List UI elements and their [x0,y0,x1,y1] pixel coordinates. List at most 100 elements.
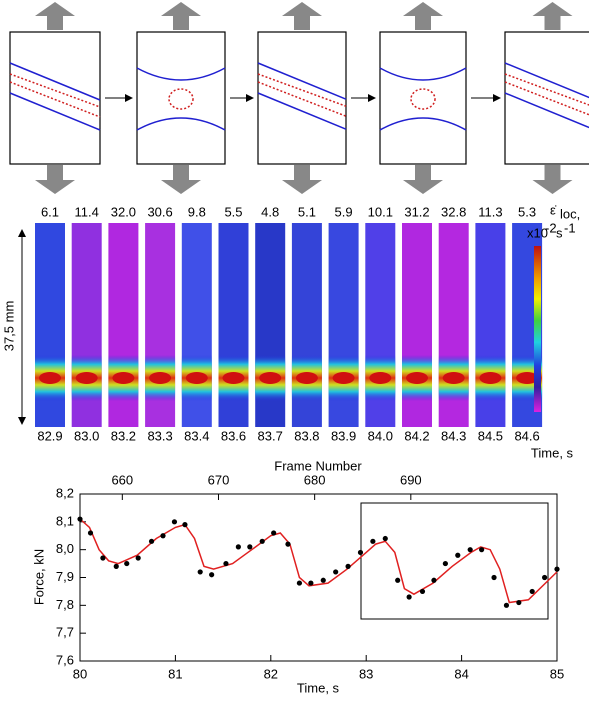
strip-core [442,372,465,384]
strip-core [149,372,172,384]
data-point [382,535,388,542]
data-point [235,544,241,550]
load-arrow [282,165,322,194]
strip-core [295,372,318,384]
data-point [259,538,265,544]
data-point [285,541,291,547]
time-label: 83.7 [258,428,283,443]
strip-core [112,372,135,384]
strip-core [332,372,355,384]
data-point [406,594,412,600]
data-point [529,588,535,595]
time-label: 83.2 [111,428,136,443]
x2-tick-label: 690 [400,472,422,487]
x2-label: Frame Number [274,458,362,473]
y-tick-label: 7,7 [56,625,74,640]
strip-core [222,372,245,384]
data-point [197,569,203,575]
data-point [467,547,473,553]
x2-tick-label: 660 [111,472,133,487]
colorbar-subscript: loc, [560,206,580,221]
band-edge [504,62,589,99]
y-tick-label: 8,2 [56,485,74,500]
neck-edge [379,117,467,131]
colorbar-unit: s [556,225,563,240]
strip-core [479,372,502,384]
x2-tick-label: 670 [208,472,230,487]
x-tick-label: 83 [359,666,373,681]
time-label: 84.0 [368,428,393,443]
x-tick-label: 80 [73,666,87,681]
colorbar-prefix: x10 [527,225,548,240]
data-point [442,560,448,567]
force-chart: Frame Number Time, s Force, kN 80 81 82 83 8… [31,458,564,695]
y-tick-label: 7,8 [56,597,74,612]
strain-rate-label: 31.2 [404,204,429,219]
data-point [271,530,277,536]
data-point [77,516,83,522]
strip-core [406,372,428,384]
data-point [247,544,253,550]
load-arrow [403,165,443,194]
data-point [113,563,119,569]
strip-time-label: Time, s [531,445,574,460]
highlight-box [360,502,549,620]
load-arrow [532,2,573,30]
data-point [357,549,364,556]
strip-core [39,372,61,384]
strip-core [185,372,208,384]
neck-edge [136,117,226,131]
neck-core [410,88,436,110]
strain-rate-label: 4.8 [261,204,279,219]
band-edge [9,62,101,101]
colorbar [534,246,541,412]
strain-rate-label: 11.3 [478,204,502,219]
specimen [257,31,347,165]
data-point [503,602,510,608]
specimen [9,31,101,165]
strain-rate-label: 6.1 [41,204,59,219]
specimen [136,31,226,165]
load-arrow [161,165,201,194]
strain-rate-label: 32.8 [441,204,466,219]
strip-core [259,372,282,384]
data-point [100,555,106,561]
strain-rate-label: 10.1 [368,204,393,219]
data-point [419,588,426,595]
y-tick-label: 7,9 [56,569,74,584]
data-point [431,577,437,583]
specimen [379,31,467,165]
colorbar-unit-exponent: -1 [564,220,576,235]
band-core [504,73,589,106]
data-point [491,574,497,581]
load-arrow [403,2,443,30]
band-edge [9,92,101,131]
colorbar-symbol: ε̇ [550,202,557,217]
data-point [182,522,188,528]
data-point [516,599,522,606]
strip-core [516,372,539,384]
data-point [160,533,166,539]
data-point [223,560,229,567]
strain-rate-label: 11.4 [75,204,99,219]
data-point [296,580,303,586]
time-label: 83.0 [74,428,99,443]
strain-rate-label: 5.5 [224,204,242,219]
data-point [148,538,155,544]
y-tick-label: 7,6 [56,652,74,667]
x2-tick-label: 680 [304,472,326,487]
data-point [124,560,130,567]
strain-rate-label: 9.8 [188,204,206,219]
x-tick-label: 85 [550,666,564,681]
data-point [455,552,461,558]
data-point [320,577,326,583]
data-point [171,519,178,525]
strain-rate-label: 32.0 [111,204,136,219]
load-arrow [161,2,201,30]
x-label: Time, s [297,680,340,695]
neck-edge [379,67,467,81]
data-point [479,547,485,553]
schematic [9,2,589,194]
strain-strips: 6.1 82.9 11.4 83.0 32.0 83.2 30.6 83.3 9.8 83.4 5.… [35,204,543,443]
